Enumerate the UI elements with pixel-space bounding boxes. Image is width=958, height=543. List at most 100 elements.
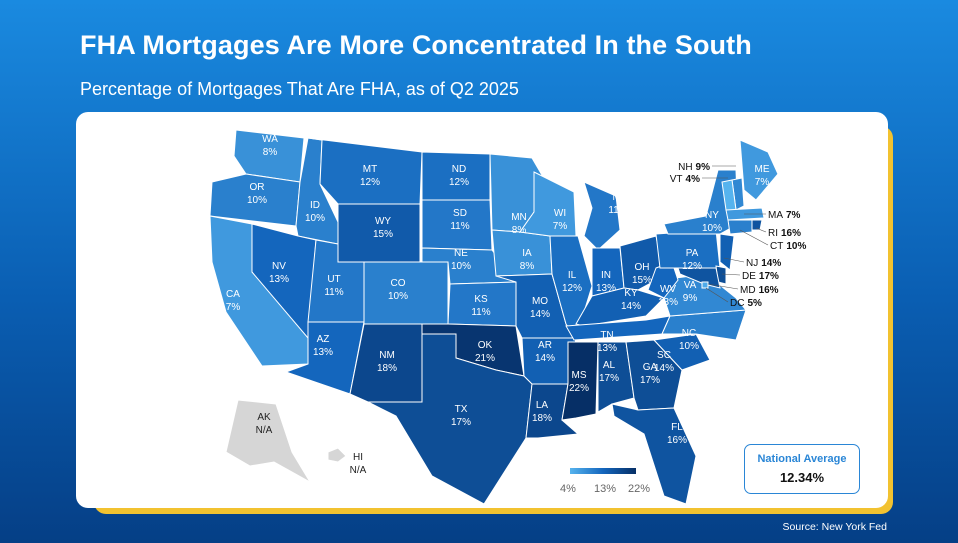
state-value-ar: 14% bbox=[535, 353, 555, 364]
state-value-ct: 10% bbox=[786, 241, 806, 252]
state-value-tn: 13% bbox=[597, 343, 617, 354]
state-label-fl: FL bbox=[671, 422, 683, 433]
state-value-ok: 21% bbox=[475, 353, 495, 364]
state-label-mn: MN bbox=[511, 212, 527, 223]
state-value-wa: 8% bbox=[263, 147, 278, 158]
state-value-wy: 15% bbox=[373, 229, 393, 240]
state-label-nd: ND bbox=[452, 164, 466, 175]
state-value-ne: 10% bbox=[451, 261, 471, 272]
state-label-ok: OK bbox=[478, 340, 493, 351]
state-label-me: ME bbox=[755, 164, 770, 175]
state-hi bbox=[327, 447, 347, 463]
state-value-ut: 11% bbox=[324, 287, 343, 298]
state-label-la: LA bbox=[536, 400, 549, 411]
state-abbr-md: MD bbox=[740, 285, 756, 296]
state-abbr-nh: NH bbox=[678, 162, 692, 173]
state-az bbox=[284, 321, 365, 395]
state-fl bbox=[611, 403, 697, 505]
state-label-ct: CT 10% bbox=[770, 241, 806, 252]
state-label-ak: AK bbox=[257, 412, 271, 423]
state-label-ut: UT bbox=[327, 274, 340, 285]
leader-line-dc bbox=[705, 287, 729, 303]
legend-gradient-bar bbox=[570, 468, 636, 474]
leader-line-de bbox=[721, 273, 741, 276]
state-value-mt: 12% bbox=[360, 177, 380, 188]
state-al bbox=[597, 341, 635, 413]
state-label-oh: OH bbox=[635, 262, 650, 273]
state-value-wi: 7% bbox=[553, 221, 568, 232]
state-value-ky: 14% bbox=[621, 301, 641, 312]
state-value-nm: 18% bbox=[377, 363, 397, 374]
state-value-co: 10% bbox=[388, 291, 408, 302]
state-md bbox=[677, 267, 721, 289]
page-subtitle: Percentage of Mortgages That Are FHA, as… bbox=[80, 79, 519, 99]
state-label-dc: DC 5% bbox=[730, 298, 762, 309]
state-label-ri: RI 16% bbox=[768, 228, 801, 239]
us-choropleth-map: WA 8% OR 10% CA 7% ID 10% NV 13% MT 12% WY 15% UT 11% AZ… bbox=[209, 129, 806, 505]
state-label-nh: NH 9% bbox=[678, 162, 710, 173]
state-label-nc: NC bbox=[682, 328, 696, 339]
state-value-al: 17% bbox=[599, 373, 619, 384]
state-ak bbox=[225, 399, 312, 484]
state-abbr-de: DE bbox=[742, 271, 756, 282]
state-label-mt: MT bbox=[363, 164, 377, 175]
map-card: WA 8% OR 10% CA 7% ID 10% NV 13% MT 12% WY 15% UT 11% AZ… bbox=[76, 112, 888, 508]
page-title: FHA Mortgages Are More Concentrated In t… bbox=[80, 30, 752, 60]
state-label-tx: TX bbox=[455, 404, 468, 415]
state-abbr-ma: MA bbox=[768, 210, 783, 221]
state-label-md: MD 16% bbox=[740, 285, 779, 296]
state-value-nv: 13% bbox=[269, 274, 289, 285]
state-label-ga: GA bbox=[643, 362, 658, 373]
state-value-ia: 8% bbox=[520, 261, 535, 272]
state-label-sd: SD bbox=[453, 208, 467, 219]
state-value-pa: 12% bbox=[682, 261, 702, 272]
state-value-il: 12% bbox=[562, 283, 582, 294]
state-value-ms: 22% bbox=[569, 383, 589, 394]
state-value-nc: 10% bbox=[679, 341, 699, 352]
state-label-ia: IA bbox=[522, 248, 532, 259]
state-abbr-vt: VT bbox=[670, 174, 683, 185]
state-label-wi: WI bbox=[554, 208, 566, 219]
state-label-in: IN bbox=[601, 270, 611, 281]
state-label-ks: KS bbox=[474, 294, 488, 305]
state-abbr-ct: CT bbox=[770, 241, 783, 252]
state-label-ny: NY bbox=[705, 210, 719, 221]
state-label-sc: SC bbox=[657, 350, 671, 361]
state-nj bbox=[719, 233, 735, 271]
state-label-hi: HI bbox=[353, 452, 363, 463]
state-me bbox=[739, 139, 779, 201]
state-label-pa: PA bbox=[686, 248, 699, 259]
national-average-label: National Average bbox=[757, 453, 847, 465]
state-value-ri: 16% bbox=[781, 228, 801, 239]
state-value-sd: 11% bbox=[450, 221, 469, 232]
leader-line-ri bbox=[755, 227, 767, 233]
leader-line-md bbox=[707, 283, 739, 290]
source-credit: Source: New York Fed bbox=[782, 521, 887, 533]
state-label-co: CO bbox=[391, 278, 406, 289]
state-label-nj: NJ 14% bbox=[746, 258, 781, 269]
state-value-oh: 15% bbox=[632, 275, 652, 286]
state-dc bbox=[701, 281, 709, 289]
state-value-vt: 4% bbox=[686, 174, 701, 185]
state-value-ny: 10% bbox=[702, 223, 722, 234]
legend-max-label: 22% bbox=[628, 483, 651, 495]
state-value-de: 17% bbox=[759, 271, 779, 282]
state-label-wy: WY bbox=[375, 216, 391, 227]
legend-mid-label: 13% bbox=[594, 483, 617, 495]
state-value-or: 10% bbox=[247, 195, 267, 206]
state-value-id: 10% bbox=[305, 213, 325, 224]
national-average-value: 12.34% bbox=[779, 470, 825, 485]
state-value-mo: 14% bbox=[530, 309, 550, 320]
state-label-va: VA bbox=[684, 280, 697, 291]
state-value-hi: N/A bbox=[350, 465, 367, 476]
state-value-ca: 7% bbox=[226, 302, 241, 313]
state-value-in: 13% bbox=[596, 283, 616, 294]
state-value-nj: 14% bbox=[761, 258, 781, 269]
state-label-wv: WV bbox=[660, 284, 676, 295]
state-label-wa: WA bbox=[262, 134, 278, 145]
state-sc bbox=[652, 333, 711, 371]
leader-line-nj bbox=[723, 257, 745, 263]
state-label-de: DE 17% bbox=[742, 271, 779, 282]
state-value-me: 7% bbox=[755, 177, 770, 188]
state-value-mi: 11% bbox=[608, 205, 627, 216]
